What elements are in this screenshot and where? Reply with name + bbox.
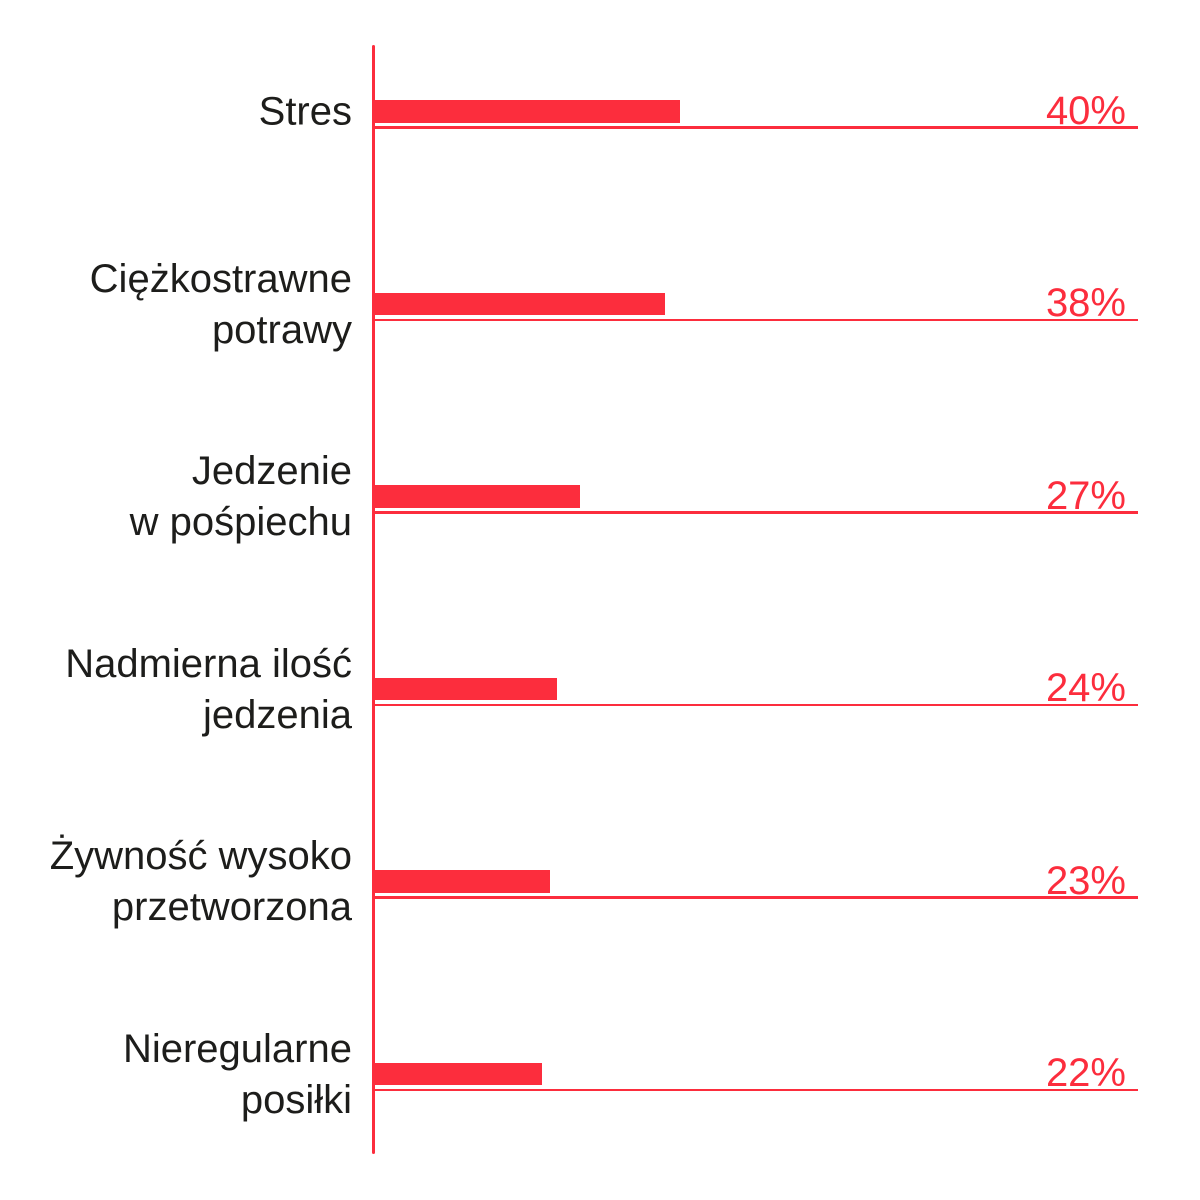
value-bar [373, 1062, 542, 1086]
y-axis-line [371, 45, 375, 1154]
category-label-line: Nadmierna ilość [65, 641, 352, 686]
value-label: 40% [1045, 88, 1126, 133]
category-label-line: jedzenia [202, 692, 352, 737]
value-bar [373, 292, 665, 316]
category-label: Stres [0, 87, 352, 138]
category-label: Żywność wysoko przetworzona [0, 831, 352, 933]
category-label: Nieregularne posiłki [0, 1024, 352, 1126]
full-scale-line [373, 703, 1138, 707]
value-label: 27% [1045, 473, 1126, 518]
full-scale-line [373, 318, 1138, 322]
value-bar [373, 100, 681, 123]
value-label: 24% [1045, 666, 1126, 711]
value-bar [373, 870, 550, 893]
value-label: 23% [1045, 858, 1126, 903]
value-bar [373, 677, 558, 701]
full-scale-line [373, 896, 1138, 899]
category-label-line: Stres [258, 89, 352, 134]
category-label-line: posiłki [240, 1077, 352, 1122]
category-label-line: potrawy [211, 307, 352, 352]
category-label-line: Ciężkostrawne [89, 256, 352, 301]
category-label-line: w pośpiechu [129, 500, 352, 544]
category-label-line: przetworzona [111, 885, 352, 929]
value-bar [373, 485, 581, 508]
value-label: 38% [1045, 281, 1126, 326]
category-label-line: Jedzenie [191, 449, 352, 493]
full-scale-line [373, 126, 1138, 129]
full-scale-line [373, 511, 1138, 514]
category-label-line: Nieregularne [122, 1026, 352, 1071]
category-label: Nadmierna ilość jedzenia [0, 639, 352, 741]
category-label: Jedzenie w pośpiechu [0, 446, 352, 548]
category-label: Ciężkostrawne potrawy [0, 254, 352, 356]
full-scale-line [373, 1088, 1138, 1092]
category-label-line: Żywność wysoko [49, 834, 352, 878]
value-label: 22% [1045, 1051, 1126, 1096]
